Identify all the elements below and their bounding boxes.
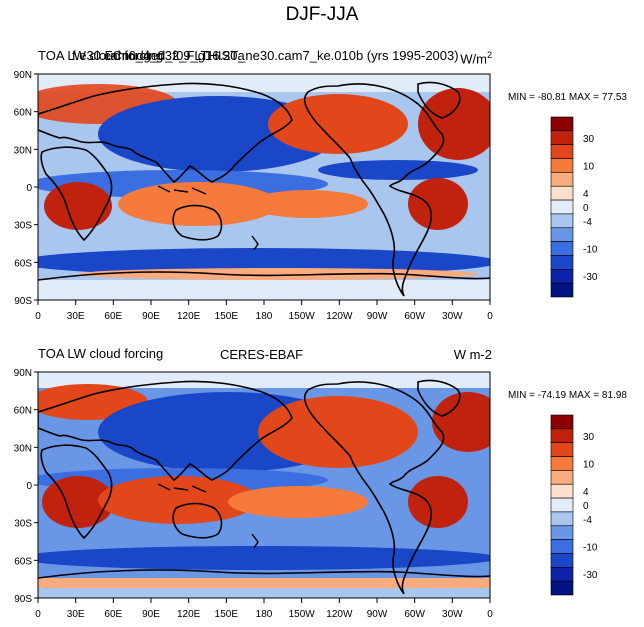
colorbar-label: 10 [583,459,595,470]
panel-model: TOA LW cloud forcing f.e30.FCnudged_f09_… [0,0,644,300]
colorbar-swatch [550,497,574,513]
x-tick-label: 30W [442,311,463,322]
colorbar-swatch [550,116,574,132]
colorbar-swatch [550,158,574,173]
y-tick-label: 60N [14,406,32,417]
x-tick-label: 90E [142,609,160,620]
x-tick-label: 30E [67,311,85,322]
colorbar-label: -10 [583,245,598,256]
panel-obs: TOA LW cloud forcing CERES-EBAF W m-2 MI… [0,0,644,401]
colorbar-swatch [550,428,574,443]
colorbar-swatch [550,456,574,471]
y-tick-label: 30N [14,443,32,454]
y-tick-label: 0 [26,183,32,194]
colorbar-label: -10 [583,543,598,554]
x-tick-label: 180 [256,609,273,620]
colorbar-swatch [550,144,574,159]
y-tick-label: 90N [14,70,32,81]
x-tick-label: 0 [487,311,493,322]
y-tick-label: 60N [14,108,32,119]
colorbar-swatch [550,130,574,145]
x-tick-label: 60W [404,311,425,322]
colorbar-swatch [550,213,574,229]
colorbar-swatch [550,553,574,568]
x-tick-label: 120E [177,311,201,322]
colorbar-label: -30 [583,570,598,581]
x-tick-label: 150E [215,609,239,620]
panel-left-label: TOA LW cloud forcing [38,346,164,361]
colorbar-swatch [550,414,574,430]
colorbar-swatch [550,199,574,215]
x-tick-label: 0 [487,609,493,620]
map-model [37,73,491,301]
x-tick-label: 150E [215,311,239,322]
y-tick-label: 60S [14,556,32,567]
panel-minmax: MIN = -74.19 MAX = 81.98 [508,390,627,401]
panel-units-label: W/m2 [460,50,492,67]
colorbar-swatch [550,185,574,201]
x-tick-label: 180 [256,311,273,322]
x-tick-label: 90E [142,311,160,322]
colorbar-swatch [550,172,574,187]
y-tick-label: 0 [26,481,32,492]
colorbar-label: -4 [583,515,592,526]
colorbar-label: 0 [583,203,589,214]
colorbar-swatch [550,282,574,298]
colorbar-label: 4 [583,189,589,200]
colorbar-swatch [550,539,574,554]
y-tick-label: 90N [14,368,32,379]
panel-case-label: CERES-EBAF [220,347,304,362]
colorbar-swatch [550,567,574,582]
y-tick-label: 90S [14,594,32,605]
colorbar-swatch [550,227,574,242]
colorbar-label: -4 [583,217,592,228]
panel-units-label: W m-2 [453,347,492,362]
x-tick-label: 60E [104,609,122,620]
y-tick-label: 60S [14,258,32,269]
panel-left-label: TOA LW cloud forcing [38,48,164,63]
colorbar-swatch [550,483,574,499]
x-tick-label: 150W [289,311,316,322]
panel-model-label: cam6_4_032_FLTHIST_ne30.cam7_ke.010b (yr… [104,48,459,63]
x-tick-label: 0 [35,311,41,322]
colorbar-swatch [550,255,574,270]
figure-title: DJF-JJA [285,4,359,25]
colorbar-label: 0 [583,501,589,512]
x-tick-label: 30E [67,609,85,620]
map-obs [37,371,491,599]
x-tick-label: 120W [326,609,353,620]
colorbar-swatch [550,511,574,527]
y-tick-label: 30N [14,145,32,156]
colorbar-swatch [550,470,574,485]
y-tick-label: 30S [14,519,32,530]
colorbar-swatch [550,580,574,596]
colorbar-label: 30 [583,432,595,443]
colorbar-swatch [550,269,574,284]
colorbar-label: 30 [583,134,595,145]
x-tick-label: 30W [442,609,463,620]
panel-minmax: MIN = -80.81 MAX = 77.53 [508,92,627,103]
colorbar-label: 4 [583,487,589,498]
panel-case-label: f.e30.FCnudged_f09_g16.20a [72,48,245,63]
y-tick-label: 30S [14,221,32,232]
x-tick-label: 60W [404,609,425,620]
colorbar-swatch [550,241,574,256]
x-tick-label: 150W [289,609,316,620]
x-tick-label: 120W [326,311,353,322]
x-tick-label: 90W [367,311,388,322]
x-tick-label: 60E [104,311,122,322]
x-tick-label: 0 [35,609,41,620]
x-tick-label: 90W [367,609,388,620]
colorbar-label: 10 [583,161,595,172]
colorbar-swatch [550,442,574,457]
colorbar-swatch [550,525,574,540]
colorbar-label: -30 [583,272,598,283]
y-tick-label: 90S [14,296,32,307]
x-tick-label: 120E [177,609,201,620]
